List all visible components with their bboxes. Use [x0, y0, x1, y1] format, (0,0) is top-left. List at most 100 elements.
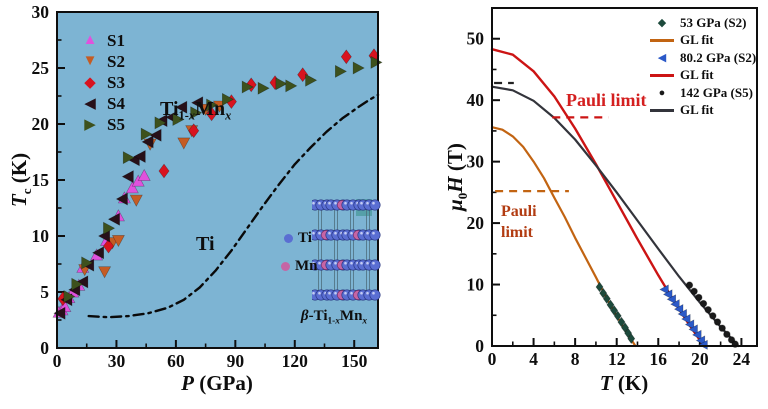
data-point — [81, 256, 94, 270]
y-tick-label: 0 — [475, 336, 484, 356]
data-point — [704, 306, 712, 314]
data-point — [257, 81, 270, 95]
data-point — [685, 281, 694, 289]
data-point — [624, 327, 633, 339]
data-point — [370, 55, 383, 69]
data-point — [602, 293, 611, 305]
data-point — [688, 324, 698, 335]
series-142-gpa-s5- — [685, 281, 739, 348]
atom-highlight — [372, 201, 375, 205]
data-point — [599, 287, 608, 299]
atom-highlight — [344, 291, 347, 295]
legend-row: ▶ S5 — [80, 114, 125, 135]
data-point — [297, 67, 309, 83]
data-point — [115, 192, 128, 206]
ti-atom — [369, 229, 381, 241]
crystal-lattice — [312, 199, 381, 301]
x-tick-label: 16 — [650, 349, 668, 369]
series-53-gpa-s2- — [595, 281, 636, 345]
data-point — [190, 106, 203, 120]
x-tick-label: 60 — [167, 351, 185, 371]
x-tick-label: 0 — [488, 349, 497, 369]
data-point — [177, 137, 191, 150]
atom-highlight — [312, 291, 315, 295]
atom-highlight — [350, 261, 353, 265]
data-point — [684, 319, 695, 330]
data-point — [175, 100, 188, 114]
curve-ti — [87, 93, 380, 319]
data-point — [662, 289, 673, 300]
left-legend: ▲ S1 ▼ S2 ◆ S3 ◀ S4 ▶ S5 — [80, 30, 125, 135]
x-tick-label: 0 — [53, 351, 62, 371]
data-point — [670, 299, 680, 310]
data-point — [691, 329, 702, 341]
left-panel-title: Ti1-xMnx — [160, 98, 232, 123]
legend-row: ◆ S3 — [80, 72, 125, 93]
line-icon — [648, 38, 676, 42]
data-point — [137, 168, 151, 181]
x-tick-label: 8 — [571, 349, 580, 369]
atom-highlight — [372, 261, 375, 265]
data-point — [617, 316, 626, 328]
atom-highlight — [334, 231, 337, 235]
data-point — [613, 310, 622, 322]
atom-highlight — [366, 291, 369, 295]
data-point — [695, 293, 703, 302]
atom-highlight — [328, 261, 331, 265]
data-point — [140, 127, 153, 141]
legend-label: S5 — [107, 114, 125, 134]
atom-highlight — [334, 201, 337, 205]
y-tick-label: 20 — [467, 213, 485, 233]
x-tick-label: 120 — [282, 351, 309, 371]
x-tick-label: 90 — [227, 351, 245, 371]
legend-line-swatch — [650, 73, 674, 77]
pauli-limit-upper-label: Pauli limit — [566, 90, 647, 110]
x-tick-label: 24 — [733, 349, 751, 369]
atom-highlight — [350, 291, 353, 295]
atom-highlight — [328, 231, 331, 235]
data-point — [727, 336, 736, 344]
ti-atom-icon — [284, 234, 293, 243]
data-point — [133, 149, 146, 164]
y-tick-label: 40 — [467, 90, 485, 110]
left-y-axis-label: Tc (K) — [7, 152, 34, 208]
legend-label: S1 — [107, 30, 125, 50]
curve-gl-fit-80.2-gpa — [490, 48, 706, 348]
mn-atom-icon — [281, 262, 290, 271]
right-x-axis-label: T (K) — [599, 371, 649, 395]
ti-atom — [369, 289, 381, 301]
right-y-axis-label: μ0H (T) — [443, 143, 470, 211]
legend-row: GL fit — [648, 102, 756, 120]
data-point — [191, 96, 204, 110]
plot-frame — [491, 7, 758, 347]
legend-label: GL fit — [680, 67, 714, 83]
legend-row: ◀ S4 — [80, 93, 125, 114]
legend-row: ◆ 53 GPa (S2) — [648, 14, 756, 32]
atom-highlight — [318, 291, 321, 295]
atom-highlight — [372, 231, 375, 235]
y-tick-label: 10 — [467, 275, 485, 295]
data-point — [340, 49, 352, 65]
data-point — [245, 77, 257, 93]
y-tick-label: 15 — [32, 170, 50, 190]
tri-left-icon: ◀ — [657, 52, 667, 65]
mn-atom-label: Mn — [295, 258, 318, 274]
atom-highlight — [360, 231, 363, 235]
data-point — [121, 170, 134, 184]
atom-highlight — [350, 231, 353, 235]
data-point — [627, 333, 636, 345]
panel-bg — [492, 8, 757, 346]
legend-label: S4 — [107, 93, 125, 113]
legend-row: GL fit — [648, 32, 756, 50]
data-point — [610, 304, 619, 316]
legend-line-swatch — [650, 38, 674, 42]
atom-highlight — [344, 261, 347, 265]
legend-row: ● 142 GPa (S5) — [648, 84, 756, 102]
legend-row: ▼ S2 — [80, 51, 125, 72]
data-point — [699, 299, 708, 308]
atom-highlight — [334, 261, 337, 265]
tri-left-icon: ◀ — [84, 96, 96, 112]
data-point — [666, 294, 677, 305]
